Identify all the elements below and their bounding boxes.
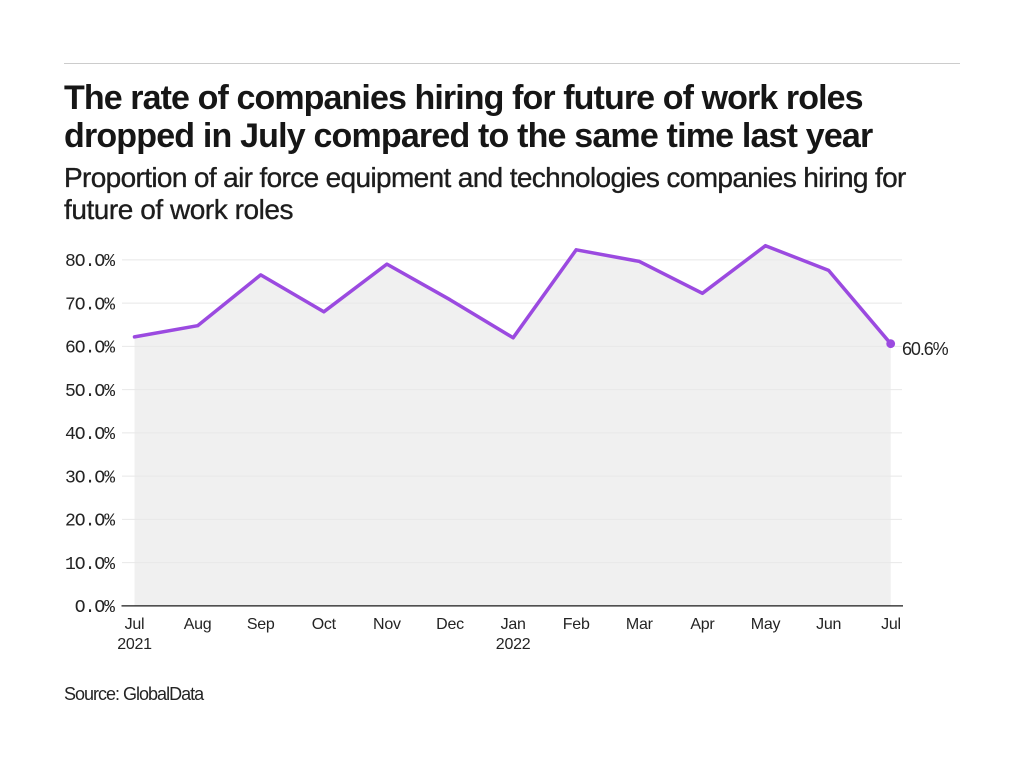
svg-text:2021: 2021 [117, 636, 152, 653]
svg-text:2O.O%: 2O.O% [65, 512, 115, 532]
svg-text:6O.O%: 6O.O% [65, 339, 115, 359]
svg-text:Jun: Jun [816, 616, 841, 633]
svg-text:Oct: Oct [312, 616, 337, 633]
svg-text:5O.O%: 5O.O% [65, 382, 115, 402]
svg-text:Sep: Sep [247, 616, 275, 633]
svg-text:8O.O%: 8O.O% [65, 252, 115, 272]
svg-text:May: May [751, 616, 781, 633]
svg-text:7O.O%: 7O.O% [65, 295, 115, 315]
svg-text:1O.O%: 1O.O% [65, 555, 115, 575]
svg-text:Aug: Aug [184, 616, 212, 633]
svg-text:Feb: Feb [563, 616, 590, 633]
svg-text:Jan: Jan [501, 616, 526, 633]
svg-text:Jul: Jul [125, 616, 145, 633]
svg-text:4O.O%: 4O.O% [65, 425, 115, 445]
svg-text:3O.O%: 3O.O% [65, 468, 115, 488]
svg-text:Jul: Jul [881, 616, 901, 633]
svg-text:2022: 2022 [496, 636, 531, 653]
svg-text:Dec: Dec [436, 616, 464, 633]
svg-text:60.6%: 60.6% [902, 339, 949, 359]
svg-text:Mar: Mar [626, 616, 654, 633]
svg-text:Nov: Nov [373, 616, 401, 633]
svg-text:Apr: Apr [690, 616, 715, 633]
svg-text:O.O%: O.O% [75, 598, 115, 618]
